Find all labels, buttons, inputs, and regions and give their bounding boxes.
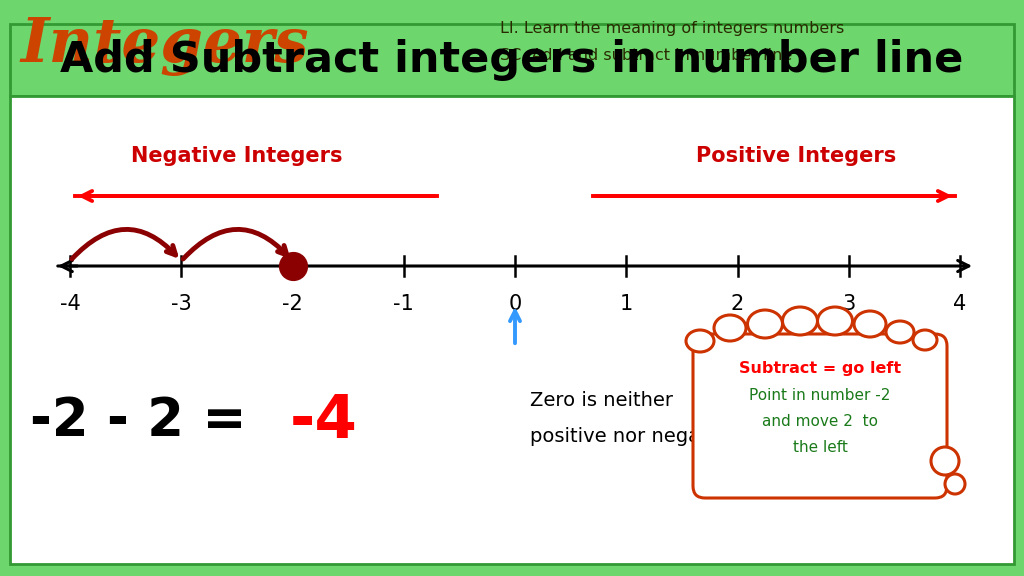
Text: -2: -2 (283, 294, 303, 314)
Text: Add Subtract integers in number line: Add Subtract integers in number line (60, 39, 964, 81)
Text: Negative Integers: Negative Integers (131, 146, 343, 166)
Text: 3: 3 (842, 294, 855, 314)
Text: 1: 1 (620, 294, 633, 314)
Text: -4: -4 (290, 392, 357, 450)
Text: -4: -4 (59, 294, 80, 314)
Text: Positive Integers: Positive Integers (696, 146, 897, 166)
Text: SC. Add and subtract in number line: SC. Add and subtract in number line (500, 48, 793, 63)
Ellipse shape (748, 310, 782, 338)
Ellipse shape (854, 311, 886, 337)
FancyBboxPatch shape (10, 96, 1014, 564)
Text: 4: 4 (953, 294, 967, 314)
Text: and move 2  to: and move 2 to (762, 414, 878, 429)
Circle shape (945, 474, 965, 494)
Text: Subtract = go left: Subtract = go left (739, 362, 901, 377)
Ellipse shape (913, 330, 937, 350)
Circle shape (931, 447, 959, 475)
Text: -2 - 2 =: -2 - 2 = (30, 395, 265, 447)
Ellipse shape (686, 330, 714, 352)
Text: LI. Learn the meaning of integers numbers: LI. Learn the meaning of integers number… (500, 21, 844, 36)
Text: 2: 2 (731, 294, 744, 314)
Text: 0: 0 (508, 294, 521, 314)
Text: Point in number -2: Point in number -2 (750, 388, 891, 404)
FancyArrowPatch shape (72, 229, 176, 259)
Ellipse shape (817, 307, 853, 335)
Ellipse shape (886, 321, 914, 343)
Ellipse shape (714, 315, 746, 341)
FancyBboxPatch shape (10, 24, 1014, 96)
Text: the left: the left (793, 441, 848, 456)
Text: -1: -1 (393, 294, 414, 314)
Text: -3: -3 (171, 294, 191, 314)
Text: Zero is neither: Zero is neither (530, 392, 673, 411)
Ellipse shape (782, 307, 817, 335)
FancyArrowPatch shape (183, 229, 287, 259)
Text: positive nor negative: positive nor negative (530, 426, 736, 445)
FancyBboxPatch shape (693, 334, 947, 498)
Text: Integers: Integers (20, 16, 308, 76)
